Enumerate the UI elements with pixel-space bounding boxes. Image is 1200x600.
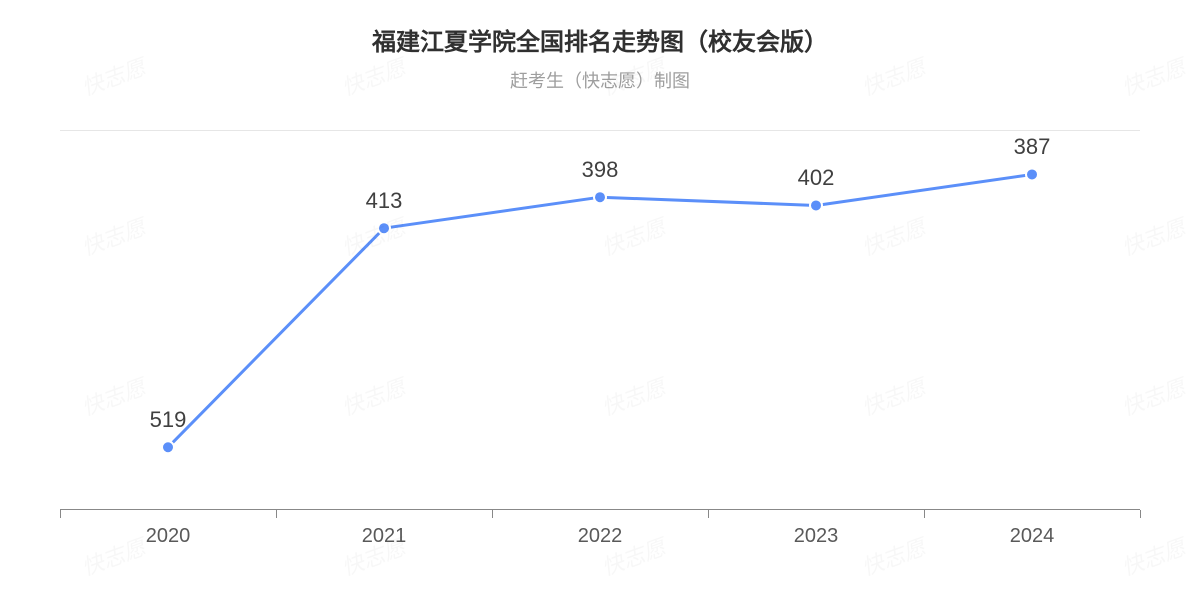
chart-title: 福建江夏学院全国排名走势图（校友会版）: [0, 0, 1200, 57]
series-line: [168, 174, 1032, 447]
data-label: 398: [582, 157, 619, 183]
data-point: [810, 199, 822, 211]
plot-area: 519 413 398 402 387: [60, 110, 1140, 510]
data-label: 387: [1014, 134, 1051, 160]
data-point: [1026, 168, 1038, 180]
x-axis-label: 2023: [794, 525, 839, 548]
x-tick: [708, 510, 709, 518]
chart-subtitle: 赶考生（快志愿）制图: [0, 67, 1200, 93]
data-label: 402: [798, 165, 835, 191]
x-axis-label: 2021: [362, 525, 407, 548]
x-axis-label: 2024: [1010, 525, 1055, 548]
data-point: [594, 191, 606, 203]
x-tick: [1140, 510, 1141, 518]
x-axis-label: 2020: [146, 525, 191, 548]
x-tick: [492, 510, 493, 518]
chart-area: 519 413 398 402 387 2020 2021 2022 2023 2024: [60, 110, 1140, 560]
data-label: 519: [150, 407, 187, 433]
x-tick: [276, 510, 277, 518]
data-point: [162, 441, 174, 453]
data-label: 413: [366, 188, 403, 214]
x-tick: [924, 510, 925, 518]
x-axis-label: 2022: [578, 525, 623, 548]
data-point: [378, 222, 390, 234]
x-axis-line: [60, 509, 1140, 510]
x-tick: [60, 510, 61, 518]
